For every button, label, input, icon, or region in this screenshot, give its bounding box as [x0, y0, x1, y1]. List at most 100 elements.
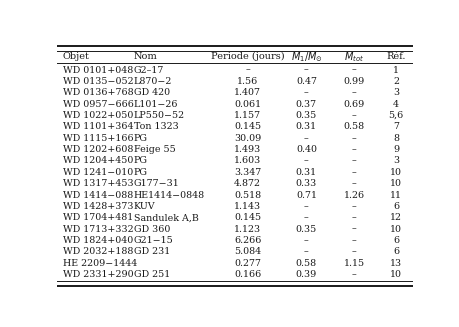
Text: Feige 55: Feige 55 [134, 145, 176, 154]
Text: 7: 7 [393, 122, 399, 131]
Text: 6: 6 [393, 202, 399, 211]
Text: HE1414−0848: HE1414−0848 [134, 191, 205, 199]
Text: GD 251: GD 251 [134, 270, 170, 279]
Text: –: – [352, 66, 357, 75]
Text: 5,6: 5,6 [389, 111, 404, 120]
Text: 0.518: 0.518 [234, 191, 261, 199]
Text: –: – [352, 145, 357, 154]
Text: 1: 1 [393, 66, 399, 75]
Text: 6: 6 [393, 247, 399, 256]
Text: L870−2: L870−2 [134, 77, 172, 86]
Text: Sandulek A,B: Sandulek A,B [134, 213, 199, 222]
Text: 10: 10 [390, 168, 402, 177]
Text: KUV: KUV [134, 202, 156, 211]
Text: 6: 6 [393, 236, 399, 245]
Text: GD 231: GD 231 [134, 247, 170, 256]
Text: 10: 10 [390, 270, 402, 279]
Text: –: – [245, 66, 250, 75]
Text: WD 1414−088: WD 1414−088 [63, 191, 133, 199]
Text: –: – [352, 168, 357, 177]
Text: Objet: Objet [63, 52, 90, 61]
Text: WD 1115+166: WD 1115+166 [63, 134, 133, 143]
Text: PG: PG [134, 168, 148, 177]
Text: LP550−52: LP550−52 [134, 111, 185, 120]
Text: 5.084: 5.084 [234, 247, 261, 256]
Text: –: – [352, 111, 357, 120]
Text: 1.493: 1.493 [234, 145, 261, 154]
Text: 0.71: 0.71 [296, 191, 317, 199]
Text: 0.35: 0.35 [296, 111, 317, 120]
Text: Periode (jours): Periode (jours) [211, 52, 285, 61]
Text: 0.061: 0.061 [234, 100, 261, 109]
Text: –: – [352, 213, 357, 222]
Text: HE 2209−1444: HE 2209−1444 [63, 259, 137, 268]
Text: 0.33: 0.33 [296, 179, 317, 188]
Text: –: – [352, 247, 357, 256]
Text: $M_1/M_{\odot}$: $M_1/M_{\odot}$ [291, 50, 322, 64]
Text: Ton 1323: Ton 1323 [134, 122, 179, 131]
Text: WD 1704+481: WD 1704+481 [63, 213, 133, 222]
Text: WD 0136+768: WD 0136+768 [63, 88, 133, 97]
Text: WD 2032+188: WD 2032+188 [63, 247, 133, 256]
Text: 10: 10 [390, 179, 402, 188]
Text: Nom: Nom [134, 52, 157, 61]
Text: WD 1241−010: WD 1241−010 [63, 168, 133, 177]
Text: WD 1713+332: WD 1713+332 [63, 225, 133, 233]
Text: 0.145: 0.145 [234, 213, 261, 222]
Text: 0.58: 0.58 [296, 259, 317, 268]
Text: 8: 8 [393, 134, 399, 143]
Text: WD 1204+450: WD 1204+450 [63, 156, 133, 165]
Text: 4: 4 [393, 100, 399, 109]
Text: PG: PG [134, 134, 148, 143]
Text: –: – [304, 247, 309, 256]
Text: 3: 3 [393, 88, 399, 97]
Text: 10: 10 [390, 225, 402, 233]
Text: –: – [352, 88, 357, 97]
Text: 0.166: 0.166 [234, 270, 261, 279]
Text: 0.31: 0.31 [296, 168, 317, 177]
Text: 1.26: 1.26 [344, 191, 365, 199]
Text: WD 1022+050: WD 1022+050 [63, 111, 133, 120]
Text: 0.37: 0.37 [296, 100, 317, 109]
Text: 12: 12 [390, 213, 402, 222]
Text: –: – [352, 202, 357, 211]
Text: WD 1824+040: WD 1824+040 [63, 236, 133, 245]
Text: 0.47: 0.47 [296, 77, 317, 86]
Text: WD 1101+364: WD 1101+364 [63, 122, 133, 131]
Text: 1.123: 1.123 [234, 225, 261, 233]
Text: 1.56: 1.56 [237, 77, 258, 86]
Text: 3: 3 [393, 156, 399, 165]
Text: 9: 9 [393, 145, 399, 154]
Text: –: – [304, 213, 309, 222]
Text: –: – [304, 88, 309, 97]
Text: PG: PG [134, 156, 148, 165]
Text: 0.145: 0.145 [234, 122, 261, 131]
Text: 0.99: 0.99 [344, 77, 365, 86]
Text: 3.347: 3.347 [234, 168, 261, 177]
Text: 0.40: 0.40 [296, 145, 317, 154]
Text: 6.266: 6.266 [234, 236, 261, 245]
Text: 0.58: 0.58 [344, 122, 365, 131]
Text: 13: 13 [390, 259, 402, 268]
Text: WD 1317+453: WD 1317+453 [63, 179, 133, 188]
Text: –: – [304, 66, 309, 75]
Text: WD 0957−666: WD 0957−666 [63, 100, 134, 109]
Text: WD 0101+048: WD 0101+048 [63, 66, 133, 75]
Text: L101−26: L101−26 [134, 100, 179, 109]
Text: 0.69: 0.69 [344, 100, 365, 109]
Text: –: – [304, 134, 309, 143]
Text: –: – [352, 156, 357, 165]
Text: G177−31: G177−31 [134, 179, 179, 188]
Text: G2–17: G2–17 [134, 66, 164, 75]
Text: GD 420: GD 420 [134, 88, 170, 97]
Text: WD 1202+608: WD 1202+608 [63, 145, 133, 154]
Text: –: – [304, 236, 309, 245]
Text: –: – [304, 156, 309, 165]
Text: –: – [352, 179, 357, 188]
Text: G21−15: G21−15 [134, 236, 174, 245]
Text: 0.39: 0.39 [296, 270, 317, 279]
Text: 11: 11 [390, 191, 402, 199]
Text: WD 2331+290: WD 2331+290 [63, 270, 133, 279]
Text: –: – [352, 225, 357, 233]
Text: $M_{tot}$: $M_{tot}$ [344, 50, 364, 64]
